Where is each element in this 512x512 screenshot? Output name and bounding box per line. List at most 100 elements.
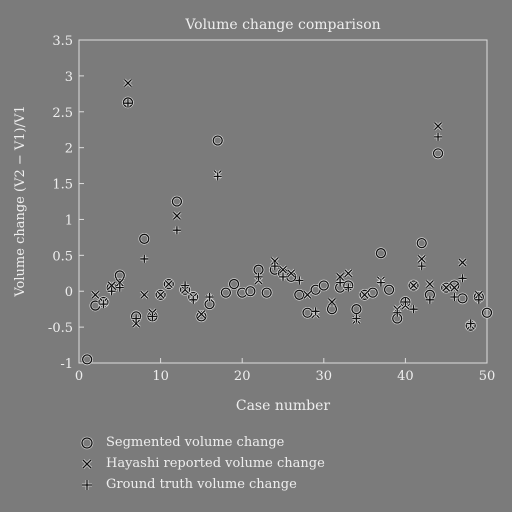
segmented-volume-change-point xyxy=(375,247,387,259)
segmented-volume-change-point xyxy=(252,263,265,276)
segmented-volume-change-point xyxy=(456,292,469,305)
segmented-volume-change-point xyxy=(432,147,444,160)
segmented-volume-change-point xyxy=(211,134,224,147)
legend: Segmented volume change Hayashi reported… xyxy=(78,432,408,495)
hayashi-reported-volume-change-point xyxy=(123,78,133,88)
ground-truth-volume-change-point xyxy=(425,295,434,304)
hayashi-reported-volume-change-point xyxy=(172,211,182,221)
ground-truth-volume-change-point xyxy=(279,272,287,281)
hayashi-reported-volume-change-point xyxy=(449,283,459,293)
ground-truth-volume-change-point xyxy=(393,308,402,317)
ground-truth-volume-change-point xyxy=(344,283,353,292)
hayashi-reported-volume-change-point xyxy=(278,265,288,275)
ground-truth-volume-change-point xyxy=(148,312,157,321)
y-tick-label: -0.5 xyxy=(48,321,73,336)
segmented-volume-change-point xyxy=(244,285,257,298)
legend-label-segmented: Segmented volume change xyxy=(106,435,285,450)
hayashi-reported-volume-change-point xyxy=(270,256,280,266)
plus-marker-icon xyxy=(82,479,92,490)
ground-truth-volume-change-point xyxy=(99,300,108,309)
hayashi-reported-volume-change-point xyxy=(360,290,370,300)
hayashi-reported-volume-change-point xyxy=(474,290,484,300)
hayashi-reported-volume-change-point xyxy=(433,121,443,131)
ground-truth-volume-change-point xyxy=(254,272,263,281)
ground-truth-volume-change-point xyxy=(123,99,132,108)
ground-truth-volume-change-point xyxy=(458,274,467,283)
hayashi-reported-volume-change-point xyxy=(409,280,419,290)
hayashi-reported-volume-change-point xyxy=(107,280,117,290)
hayashi-reported-volume-change-point xyxy=(90,290,100,300)
x-tick-label: 40 xyxy=(397,369,414,384)
ground-truth-volume-change-point xyxy=(434,132,443,141)
hayashi-reported-volume-change-point xyxy=(343,268,353,278)
hayashi-reported-volume-change-point xyxy=(327,297,337,307)
ground-truth-volume-change-point xyxy=(189,295,198,304)
segmented-volume-change-point xyxy=(317,279,330,292)
legend-label-hayashi: Hayashi reported volume change xyxy=(106,456,325,471)
ground-truth-volume-change-point xyxy=(107,287,116,296)
y-tick-label: 2 xyxy=(65,142,73,157)
x-axis-ticks: 0 10 20 30 40 50 xyxy=(75,358,495,384)
ground-truth-volume-change-point xyxy=(181,281,190,290)
y-tick-label: 0.5 xyxy=(52,249,73,264)
ground-truth-volume-change-point xyxy=(172,226,181,235)
segmented-volume-change-point xyxy=(326,303,338,315)
ground-truth-volume-change-point xyxy=(205,292,214,301)
ground-truth-volume-change-point xyxy=(401,297,410,306)
circle-marker-icon xyxy=(80,436,94,449)
segmented-volume-change-point xyxy=(301,306,314,319)
y-tick-label: 0 xyxy=(65,285,73,300)
hayashi-reported-volume-change-point xyxy=(164,279,174,289)
hayashi-reported-volume-change-point xyxy=(286,268,296,278)
x-tick-label: 10 xyxy=(152,369,169,384)
ground-truth-volume-change-point xyxy=(311,307,320,316)
y-axis-ticks: 3.5 3 2.5 2 1.5 1 0.5 0 -0.5 -1 xyxy=(48,34,84,372)
chart-title: Volume change comparison xyxy=(184,17,380,33)
y-tick-label: 3 xyxy=(65,70,73,85)
ground-truth-volume-change-point xyxy=(140,254,149,263)
ground-truth-volume-change-point xyxy=(336,278,345,287)
ground-truth-volume-change-point xyxy=(352,314,361,323)
ground-truth-volume-change-point xyxy=(295,276,304,285)
y-tick-label: 1 xyxy=(65,213,73,228)
legend-item-ground-truth: Ground truth volume change xyxy=(78,474,408,495)
ground-truth-volume-change-point xyxy=(270,262,279,271)
hayashi-reported-volume-change-point xyxy=(458,258,468,268)
segmented-volume-change-point xyxy=(154,289,167,301)
x-tick-label: 30 xyxy=(316,369,333,384)
segmented-volume-change-point xyxy=(162,278,175,290)
x-axis-label: Case number xyxy=(236,398,331,414)
x-marker-icon xyxy=(82,458,92,469)
y-axis-label: Volume change (V2 − V1)/V1 xyxy=(13,105,28,297)
x-tick-label: 50 xyxy=(479,369,496,384)
legend-label-ground-truth: Ground truth volume change xyxy=(106,477,297,492)
ground-truth-volume-change-point xyxy=(132,314,141,323)
x-tick-label: 20 xyxy=(234,369,251,384)
segmented-volume-change-point xyxy=(407,279,420,292)
plot-frame xyxy=(78,39,488,364)
hayashi-reported-volume-change-point xyxy=(131,319,141,329)
x-tick-label: 0 xyxy=(75,369,83,384)
segmented-volume-change-point xyxy=(293,289,306,301)
hayashi-reported-volume-change-point xyxy=(139,290,149,300)
hayashi-reported-volume-change-point xyxy=(156,290,166,300)
hayashi-reported-volume-change-point xyxy=(441,283,451,293)
hayashi-reported-volume-change-point xyxy=(417,254,427,264)
ground-truth-volume-change-point xyxy=(376,278,385,287)
segmented-volume-change-point xyxy=(114,269,126,282)
hayashi-reported-volume-change-point xyxy=(180,285,190,295)
segmented-volume-change-point xyxy=(383,283,395,296)
data-points xyxy=(81,78,493,366)
hayashi-reported-volume-change-point xyxy=(302,290,312,300)
hayashi-reported-volume-change-point xyxy=(196,309,206,319)
segmented-volume-change-point xyxy=(228,278,240,290)
segmented-volume-change-point xyxy=(81,353,93,366)
legend-item-hayashi: Hayashi reported volume change xyxy=(78,453,408,474)
ground-truth-volume-change-point xyxy=(417,262,426,271)
y-tick-label: -1 xyxy=(60,357,73,372)
ground-truth-volume-change-point xyxy=(409,305,418,314)
y-tick-label: 1.5 xyxy=(52,178,73,193)
ground-truth-volume-change-point xyxy=(466,319,475,328)
segmented-volume-change-point xyxy=(195,310,208,323)
